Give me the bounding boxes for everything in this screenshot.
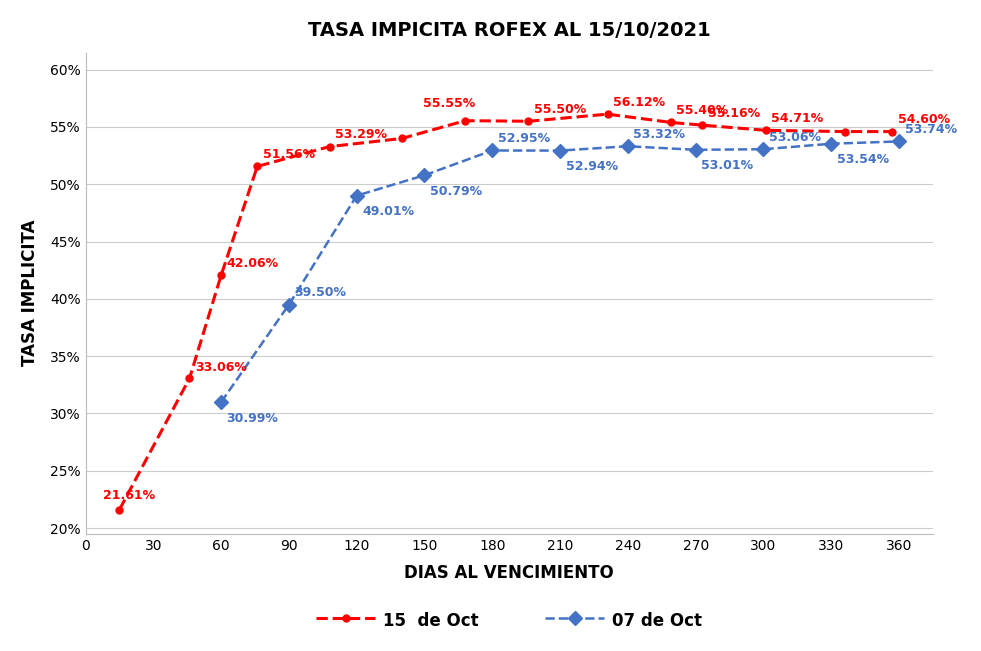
- Text: 33.06%: 33.06%: [195, 361, 247, 374]
- Text: 55.55%: 55.55%: [424, 97, 476, 110]
- Text: 50.79%: 50.79%: [430, 185, 483, 198]
- Y-axis label: TASA IMPLICITA: TASA IMPLICITA: [21, 220, 39, 367]
- 15  de Oct: [697, 121, 708, 129]
- 07 de Oct: [690, 146, 701, 154]
- Text: 53.74%: 53.74%: [904, 123, 956, 136]
- 15  de Oct: [396, 135, 408, 143]
- Text: 52.95%: 52.95%: [497, 132, 550, 145]
- 15  de Oct: [665, 118, 677, 126]
- Text: 53.29%: 53.29%: [336, 128, 387, 141]
- Text: 21.61%: 21.61%: [103, 488, 155, 501]
- 07 de Oct: [419, 171, 431, 179]
- 15  de Oct: [523, 117, 535, 125]
- Text: 49.01%: 49.01%: [362, 205, 414, 218]
- 15  de Oct: [114, 506, 126, 514]
- 15  de Oct: [324, 143, 336, 150]
- 15  de Oct: [887, 128, 899, 135]
- 07 de Oct: [215, 398, 227, 406]
- Text: 54.71%: 54.71%: [771, 112, 823, 125]
- Text: 42.06%: 42.06%: [227, 257, 279, 270]
- Text: 54.60%: 54.60%: [898, 113, 950, 126]
- Text: 55.16%: 55.16%: [708, 107, 760, 120]
- Text: 56.12%: 56.12%: [613, 96, 665, 109]
- 07 de Oct: [284, 301, 295, 309]
- Text: 52.94%: 52.94%: [566, 160, 618, 173]
- 07 de Oct: [554, 146, 566, 154]
- 07 de Oct: [893, 137, 904, 145]
- Text: 53.06%: 53.06%: [769, 131, 821, 144]
- Title: TASA IMPICITA ROFEX AL 15/10/2021: TASA IMPICITA ROFEX AL 15/10/2021: [308, 21, 710, 40]
- 15  de Oct: [760, 126, 772, 134]
- 15  de Oct: [183, 374, 195, 382]
- Text: 53.01%: 53.01%: [701, 159, 753, 173]
- 15  de Oct: [601, 110, 613, 118]
- Text: 30.99%: 30.99%: [227, 411, 279, 424]
- Text: 39.50%: 39.50%: [294, 286, 346, 299]
- 15  de Oct: [215, 271, 227, 279]
- 07 de Oct: [487, 146, 498, 154]
- 07 de Oct: [757, 145, 769, 153]
- 15  de Oct: [839, 128, 851, 135]
- Text: 53.32%: 53.32%: [634, 128, 686, 141]
- Text: 55.50%: 55.50%: [534, 103, 587, 116]
- Legend: 15  de Oct, 07 de Oct: 15 de Oct, 07 de Oct: [310, 605, 708, 636]
- Text: 55.40%: 55.40%: [676, 104, 729, 117]
- 07 de Oct: [825, 140, 837, 148]
- 07 de Oct: [351, 192, 363, 200]
- Line: 07 de Oct: 07 de Oct: [216, 137, 904, 407]
- Text: 53.54%: 53.54%: [837, 153, 889, 166]
- X-axis label: DIAS AL VENCIMIENTO: DIAS AL VENCIMIENTO: [404, 564, 614, 582]
- 15  de Oct: [459, 117, 471, 124]
- 15  de Oct: [251, 163, 263, 171]
- Line: 15  de Oct: 15 de Oct: [116, 111, 896, 513]
- 07 de Oct: [622, 143, 634, 150]
- Text: 51.56%: 51.56%: [263, 148, 315, 161]
